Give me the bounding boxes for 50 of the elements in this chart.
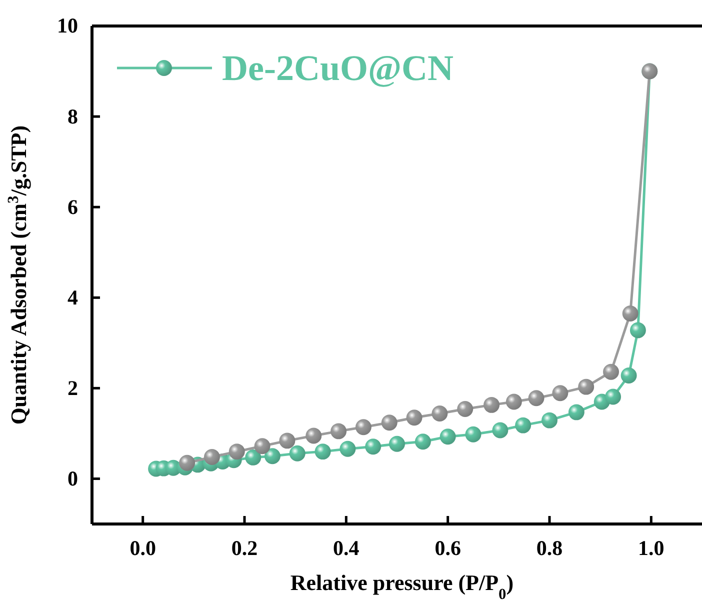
x-tick-label: 0.0: [130, 536, 156, 560]
point: [484, 396, 500, 413]
point: [279, 432, 296, 449]
point: [630, 322, 646, 338]
point: [340, 440, 356, 457]
point: [365, 438, 382, 455]
point: [578, 378, 594, 395]
point: [457, 401, 474, 417]
point: [552, 385, 568, 402]
point: [179, 454, 196, 471]
point: [568, 404, 584, 420]
point: [603, 364, 619, 380]
x-tick-label: 1.0: [638, 536, 664, 560]
point: [314, 444, 331, 460]
y-tick-label: 2: [68, 376, 78, 400]
point: [264, 448, 280, 464]
point: [254, 438, 270, 454]
x-tick-label: 0.6: [434, 536, 461, 560]
y-tick-label: 8: [68, 104, 78, 128]
point: [381, 414, 398, 431]
point: [414, 434, 431, 450]
y-tick-label: 0: [68, 466, 78, 490]
point: [389, 436, 405, 452]
point: [432, 406, 448, 422]
point: [492, 422, 508, 438]
point: [306, 428, 322, 444]
point: [515, 417, 532, 434]
point: [406, 410, 422, 426]
y-tick-label: 6: [68, 194, 78, 219]
point: [605, 388, 622, 405]
y-tick-label: 4: [68, 285, 78, 310]
point: [330, 423, 347, 440]
y-tick-label: 10: [57, 14, 78, 38]
point: [440, 428, 456, 445]
point: [355, 419, 372, 436]
point: [204, 449, 220, 465]
point: [245, 449, 262, 466]
point: [620, 368, 637, 384]
point: [465, 426, 482, 442]
x-axis-title: Relative pressure (P/P$_{0}$): [290, 570, 514, 602]
point: [228, 444, 245, 460]
point: [542, 412, 558, 428]
x-tick-label: 0.2: [231, 536, 258, 560]
point: [506, 394, 522, 410]
point: [528, 390, 544, 406]
x-tick-label: 0.4: [333, 536, 360, 560]
point: [622, 306, 638, 322]
point: [289, 445, 306, 462]
x-tick-label: 0.8: [536, 536, 563, 560]
legend-label: De-2CuO@CN: [222, 48, 454, 88]
